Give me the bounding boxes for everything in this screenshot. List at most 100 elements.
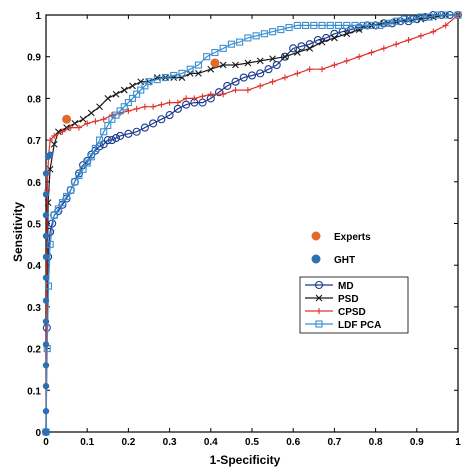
data-point-ldf-pca	[170, 71, 178, 80]
y-tick-label: 0.3	[27, 303, 41, 314]
data-point-md	[264, 65, 273, 74]
data-point-cpsd	[368, 49, 375, 56]
data-point-ldf-pca	[252, 32, 260, 40]
points-experts	[62, 58, 220, 124]
data-point-ldf-pca	[145, 78, 153, 86]
data-point-cpsd	[150, 103, 157, 110]
data-point-ldf-pca	[178, 69, 186, 77]
y-tick-label: 0	[35, 428, 41, 439]
data-point-psd	[104, 95, 112, 102]
x-tick-label: 0	[43, 437, 49, 448]
plot-area	[45, 14, 459, 433]
data-point-psd	[244, 59, 252, 67]
data-point-psd	[318, 38, 326, 46]
data-point-cpsd	[158, 101, 165, 108]
data-point-psd	[331, 34, 338, 42]
data-point-ldf-pca	[87, 153, 95, 161]
data-point-psd	[269, 55, 276, 63]
data-point-ldf-pca	[277, 26, 285, 34]
x-tick-label: 0.8	[369, 437, 383, 448]
data-point-md	[99, 140, 108, 149]
data-point-cpsd	[294, 70, 301, 77]
data-point-psd	[306, 44, 314, 52]
data-point-ldf-pca	[161, 74, 170, 82]
data-point-ldf-pca	[417, 13, 425, 21]
data-point-cpsd	[220, 91, 227, 98]
point-experts	[62, 114, 72, 124]
data-point-md	[223, 81, 232, 90]
data-point-psd	[120, 86, 128, 94]
data-point-cpsd	[191, 95, 198, 102]
scatter-points-layer	[42, 58, 220, 436]
data-point-psd	[129, 82, 136, 90]
x-tick-label: 0.7	[327, 437, 341, 448]
data-point-md	[322, 33, 331, 42]
legend-label-psd: PSD	[338, 294, 359, 305]
data-point-cpsd	[108, 112, 115, 119]
data-point-cpsd	[417, 32, 424, 39]
data-point-ldf-pca	[219, 44, 227, 52]
point-ght	[42, 382, 50, 390]
data-point-ldf-pca	[400, 15, 408, 23]
data-point-ldf-pca	[91, 144, 99, 152]
data-point-ldf-pca	[186, 65, 194, 73]
point-experts	[210, 58, 220, 68]
data-point-cpsd	[257, 82, 264, 89]
data-point-cpsd	[183, 95, 190, 102]
data-point-ldf-pca	[392, 17, 400, 25]
x-axis-label: 1-Specificity	[210, 453, 281, 467]
data-point-ldf-pca	[293, 21, 301, 29]
y-tick-label: 1	[35, 11, 41, 22]
data-point-md	[231, 77, 240, 86]
y-tick-label: 0.4	[27, 261, 41, 272]
data-point-ldf-pca	[124, 99, 132, 107]
data-point-cpsd	[67, 124, 74, 131]
legend-label-ght: GHT	[334, 255, 355, 266]
y-tick-label: 0.9	[27, 53, 41, 64]
data-point-cpsd	[442, 22, 449, 29]
data-point-md	[103, 136, 112, 145]
y-axis-label: Sensitivity	[11, 202, 25, 262]
data-point-ldf-pca	[58, 199, 67, 207]
point-ght	[42, 191, 50, 198]
data-point-psd	[256, 57, 264, 65]
data-point-psd	[137, 78, 145, 86]
data-point-md	[239, 73, 248, 82]
point-ght	[42, 274, 50, 281]
legend-marker-ldf-pca	[315, 320, 323, 328]
data-point-ldf-pca	[44, 282, 53, 290]
data-point-ldf-pca	[310, 21, 318, 29]
data-point-psd	[112, 90, 120, 98]
data-point-cpsd	[232, 87, 239, 94]
points-ght	[42, 151, 54, 436]
data-point-cpsd	[393, 41, 400, 48]
series-line-cpsd	[45, 14, 459, 433]
legend-label-cpsd: CPSD	[338, 307, 366, 318]
data-point-ldf-pca	[227, 40, 235, 48]
data-point-ldf-pca	[334, 21, 343, 29]
data-point-cpsd	[92, 118, 99, 125]
data-point-ldf-pca	[211, 48, 219, 57]
data-point-psd	[79, 115, 87, 123]
data-point-ldf-pca	[454, 11, 462, 19]
data-point-ldf-pca	[236, 38, 244, 46]
data-point-md	[157, 115, 166, 124]
x-tick-label: 0.1	[80, 437, 94, 448]
data-point-ldf-pca	[359, 21, 367, 29]
data-point-ldf-pca	[116, 107, 124, 115]
point-ght	[42, 407, 50, 415]
data-point-cpsd	[244, 87, 251, 94]
data-point-psd	[50, 140, 58, 148]
data-point-cpsd	[405, 37, 412, 44]
data-point-ldf-pca	[46, 240, 54, 248]
data-point-ldf-pca	[326, 21, 334, 29]
data-point-ldf-pca	[63, 192, 71, 200]
data-point-md	[111, 133, 121, 143]
data-point-ldf-pca	[137, 86, 145, 94]
data-point-psd	[281, 53, 289, 61]
legend-marker-experts	[311, 231, 321, 241]
y-tick-label: 0.6	[27, 178, 41, 189]
x-tick-label: 0.4	[204, 437, 218, 448]
data-point-ldf-pca	[409, 15, 417, 23]
data-point-ldf-pca	[100, 128, 108, 136]
